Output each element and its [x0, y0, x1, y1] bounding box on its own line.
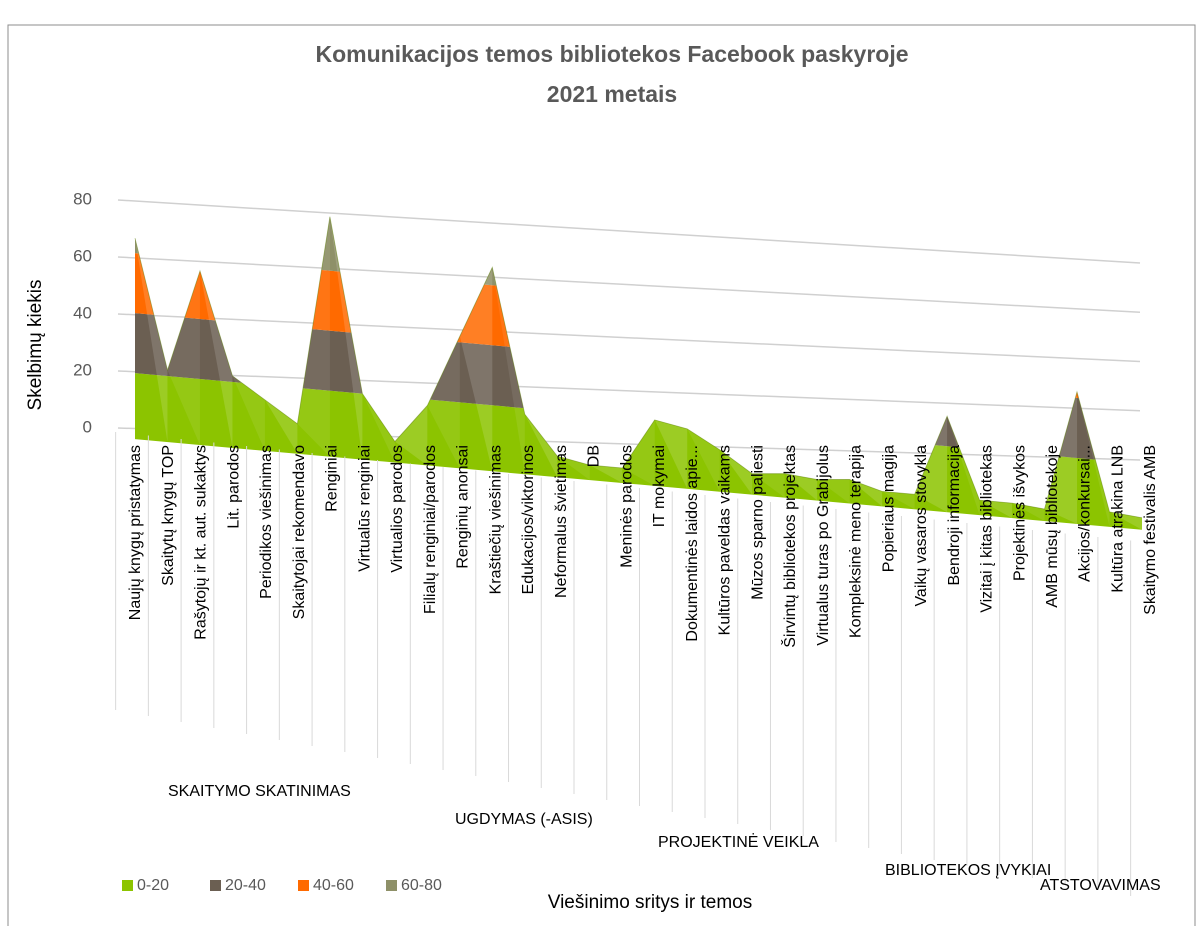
chart-title: Komunikacijos temos bibliotekos Facebook…	[315, 41, 908, 67]
legend-label: 0-20	[137, 877, 169, 894]
surface-facet	[492, 267, 525, 475]
legend-swatch	[386, 880, 397, 891]
surface-facet	[817, 479, 850, 504]
x-tick-label: AMB mūsų bibliotekoje	[1044, 445, 1061, 608]
surface-facet	[167, 270, 200, 445]
x-tick-label: Renginiai	[324, 445, 341, 512]
grid-line	[117, 256, 1141, 313]
x-tick-label: Skaitymo festivalis AMB	[1142, 445, 1159, 615]
legend-label: 60-80	[401, 877, 442, 894]
x-tick-label: Kompleksinė meno terapija	[848, 445, 865, 638]
grid-line	[117, 370, 1141, 412]
surface-facet	[589, 465, 623, 484]
x-tick-label: Popieriaus magija	[880, 445, 897, 572]
x-tick-label: Vaikų vasaros stovykla	[913, 445, 930, 607]
surface-facet	[427, 336, 460, 469]
x-tick-label: Lit. parodos	[225, 445, 242, 529]
legend-swatch	[298, 880, 309, 891]
legend-swatch	[122, 880, 133, 891]
x-tick-label: Meninės parodos	[618, 445, 635, 568]
x-tick-label: Širvintų bibliotekos projektas	[780, 445, 799, 648]
group-label: SKAITYMO SKATINIMAS	[168, 783, 351, 800]
x-tick-label: DB	[586, 445, 603, 467]
surface-facet	[784, 473, 818, 501]
grid-line	[117, 199, 1141, 264]
surface-edge	[134, 216, 1143, 519]
surface-facet	[979, 500, 1013, 519]
y-tick-label: 60	[73, 246, 92, 265]
surface-facet	[752, 473, 785, 498]
surface-facet	[135, 238, 168, 443]
x-tick-label: Neformalus švietimas	[553, 445, 570, 598]
surface-facet	[947, 416, 980, 516]
x-tick-label: Kultūros paveldas vaikams	[717, 445, 734, 635]
x-tick-label: Kraštiečių viešinimas	[487, 445, 504, 594]
x-tick-label: Naujų knygų pristatymas	[127, 445, 144, 620]
y-tick-label: 80	[73, 189, 92, 208]
y-tick-label: 0	[83, 417, 92, 436]
y-tick-label: 40	[73, 303, 92, 322]
surface-facet	[719, 449, 753, 495]
surface-facet	[394, 405, 428, 466]
group-label: ATSTOVAVIMAS	[1040, 877, 1161, 894]
x-tick-label: Virtualus turas po Grabijolus	[815, 445, 832, 646]
x-tick-label: Rašytojų ir kt. aut. sukaktys	[193, 445, 210, 640]
surface-facet	[362, 393, 395, 463]
x-tick-label: Edukacijos/viktorinos	[520, 445, 537, 594]
x-tick-label: Kultūra atrakina LNB	[1109, 445, 1126, 593]
x-tick-label: Projektinės išvykos	[1011, 445, 1028, 581]
x-tick-label: Periodikos viešinimas	[258, 445, 275, 599]
x-tick-label: Vizitai į kitas bibliotekas	[979, 445, 996, 613]
x-tick-label: Akcijos/konkursai...	[1077, 445, 1094, 582]
surface	[134, 216, 1143, 530]
group-label: UGDYMAS (-ASIS)	[455, 811, 593, 828]
surface-facet	[882, 491, 915, 510]
surface-facet	[199, 270, 233, 448]
surface-facet	[849, 479, 883, 507]
surface-facet	[622, 419, 655, 486]
x-tick-label: Dokumentinės laidos apie...	[684, 445, 701, 642]
surface-facet	[1044, 391, 1078, 524]
y-tick-label: 20	[73, 360, 92, 379]
surface-facet	[297, 216, 330, 457]
x-tick-label: IT mokymai	[651, 445, 668, 527]
x-axis-title: Viešinimo sritys ir temos	[548, 892, 752, 913]
group-label: BIBLIOTEKOS ĮVYKIAI	[885, 862, 1051, 879]
legend-label: 40-60	[313, 877, 354, 894]
x-tick-label: Bendroji informacija	[946, 445, 963, 586]
x-tick-label: Mūzos sparno paliesti	[749, 445, 766, 600]
x-tick-label: Renginių anonsai	[455, 445, 472, 569]
grid-line	[117, 313, 1141, 363]
surface-band	[135, 361, 1142, 530]
y-axis-title: Skelbimų kiekis	[25, 280, 46, 411]
x-tick-label: Skaitytų knygų TOP	[160, 445, 177, 586]
surface-facet	[1077, 391, 1110, 527]
legend-swatch	[210, 880, 221, 891]
group-label: PROJEKTINĖ VEIKLA	[658, 832, 819, 851]
surface-facet	[459, 267, 493, 472]
x-tick-label: Virtualūs renginiai	[356, 445, 373, 572]
surface-facet	[654, 419, 688, 489]
x-tick-label: Virtualios parodos	[389, 445, 406, 573]
surface-facet	[264, 399, 298, 454]
x-tick-label: Filialų renginiai/parodos	[422, 445, 439, 614]
surface-facet	[232, 375, 265, 451]
surface-facet	[914, 416, 948, 513]
x-tick-label: Skaitytojai rekomendavo	[291, 445, 308, 619]
legend-label: 20-40	[225, 877, 266, 894]
chart-subtitle: 2021 metais	[547, 81, 677, 107]
